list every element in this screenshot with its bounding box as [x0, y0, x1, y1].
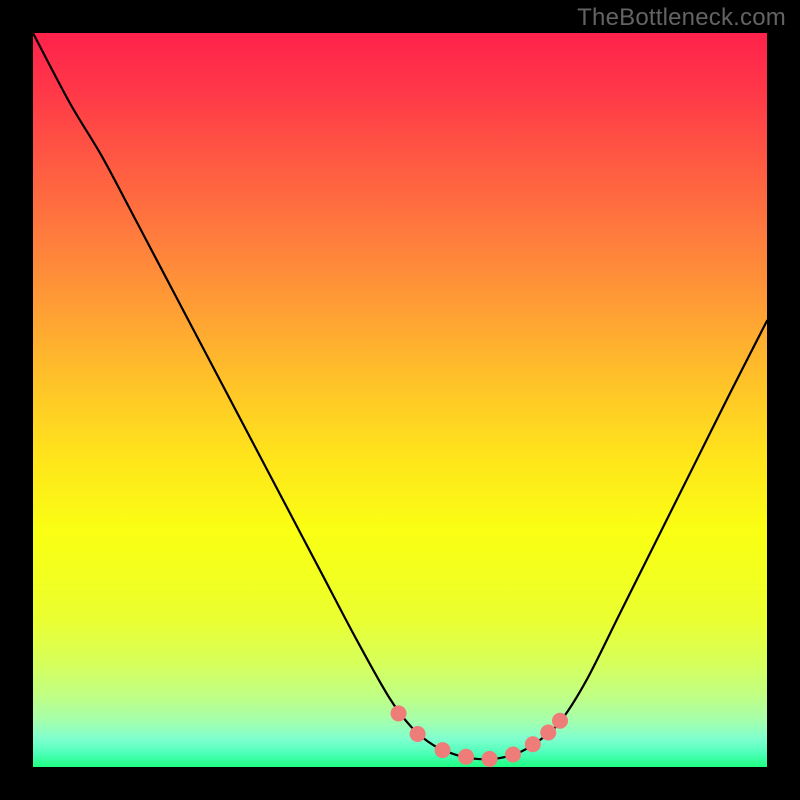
chart-container: TheBottleneck.com — [0, 0, 800, 800]
trough-marker — [552, 713, 568, 729]
chart-svg — [33, 33, 767, 767]
watermark-text: TheBottleneck.com — [577, 4, 786, 32]
trough-marker — [458, 749, 474, 765]
trough-marker — [482, 751, 498, 767]
gradient-background — [33, 33, 767, 767]
trough-marker — [410, 726, 426, 742]
trough-marker — [540, 725, 556, 741]
trough-marker — [435, 742, 451, 758]
trough-marker — [525, 736, 541, 752]
plot-area — [33, 33, 767, 767]
trough-marker — [391, 705, 407, 721]
trough-marker — [505, 747, 521, 763]
